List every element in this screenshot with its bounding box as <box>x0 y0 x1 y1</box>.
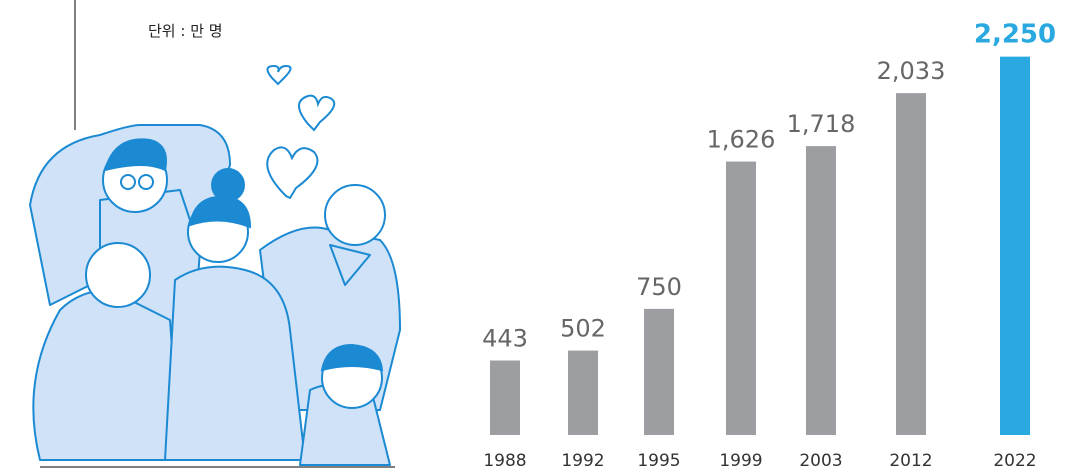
bar <box>1000 57 1030 435</box>
bar <box>568 351 598 435</box>
bar <box>490 361 520 435</box>
value-label: 750 <box>636 273 682 301</box>
unit-label: 단위 : 만 명 <box>148 22 223 40</box>
x-tick-label: 1995 <box>637 451 680 471</box>
x-tick-label: 2012 <box>889 451 932 471</box>
x-tick-label: 1988 <box>483 451 526 471</box>
value-label: 502 <box>560 315 606 343</box>
bar <box>726 162 756 435</box>
value-label: 443 <box>482 325 528 353</box>
bar <box>644 309 674 435</box>
value-label: 1,718 <box>787 110 856 138</box>
x-tick-label: 1999 <box>719 451 762 471</box>
bar <box>896 93 926 435</box>
chart: 단위 : 만 명 1988 443 1992 502 1995 750 1999 1,626 2… <box>0 0 1091 471</box>
value-label: 1,626 <box>707 126 776 154</box>
value-label: 2,250 <box>974 20 1056 50</box>
illustration <box>30 0 400 467</box>
x-tick-label: 1992 <box>561 451 604 471</box>
x-tick-label: 2022 <box>993 451 1036 471</box>
value-label: 2,033 <box>877 57 946 85</box>
bar <box>806 146 836 435</box>
x-tick-label: 2003 <box>799 451 842 471</box>
